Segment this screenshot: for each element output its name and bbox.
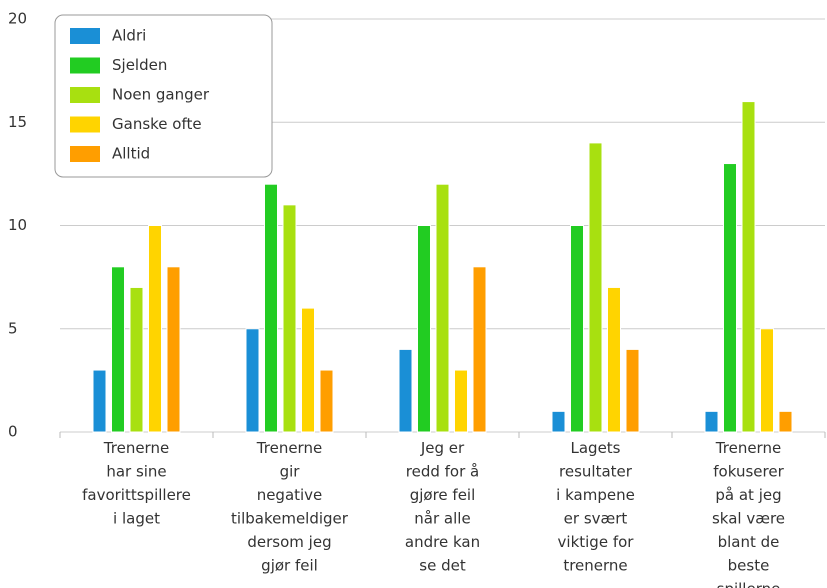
y-tick-label: 5	[8, 319, 18, 337]
legend-label: Noen ganger	[112, 86, 210, 104]
x-tick-label-line: Trenerne	[103, 439, 169, 457]
bar	[245, 328, 260, 433]
bar	[625, 348, 640, 433]
x-tick-label-line: fokuserer	[713, 462, 784, 480]
bar	[398, 348, 413, 433]
x-tick-label: Jeg er redd for å gjøre feil når alle andre …	[405, 439, 480, 575]
x-tick-label-line: Jeg er	[420, 439, 465, 457]
bar	[111, 266, 125, 433]
bar	[319, 369, 334, 433]
legend-label: Alltid	[112, 145, 150, 163]
legend-swatch	[70, 28, 100, 44]
x-tick-label-line: på at jeg	[715, 486, 781, 504]
bar	[741, 101, 756, 433]
legend-label: Aldri	[112, 27, 146, 45]
x-tick-label-line: når alle	[414, 509, 470, 527]
x-tick-label-line: Trenerne	[715, 439, 781, 457]
bar	[778, 410, 793, 433]
legend-swatch	[70, 87, 100, 103]
legend-label: Ganske ofte	[112, 115, 202, 133]
bar	[607, 286, 621, 433]
y-tick-label: 10	[8, 216, 27, 234]
bar	[282, 204, 297, 433]
bar	[588, 142, 603, 433]
bar	[570, 225, 584, 433]
x-tick-label-line: favorittspillere	[82, 486, 191, 504]
x-tick-label-line: Lagets	[571, 439, 621, 457]
bar	[760, 328, 774, 433]
x-tick-label-line: gjøre feil	[410, 486, 476, 504]
legend-swatch	[70, 146, 100, 162]
x-tick-label: Trenerne gir negative tilbakemeldiger dersom…	[231, 439, 349, 575]
bar	[166, 266, 181, 433]
y-tick-label: 15	[8, 113, 27, 131]
x-tick-label-line: andre kan	[405, 533, 480, 551]
x-tick-label-line: i kampene	[556, 486, 635, 504]
x-tick-label-line: i laget	[113, 509, 160, 527]
x-tick-label-line: beste	[728, 556, 770, 574]
x-tick-label-line: spillerne	[717, 580, 781, 588]
bar	[472, 266, 487, 433]
x-tick-label-line: Trenerne	[256, 439, 322, 457]
x-tick-label-line: skal være	[712, 509, 785, 527]
bar	[417, 225, 431, 433]
bar	[148, 225, 162, 433]
legend-label: Sjelden	[112, 56, 167, 74]
x-tick-label-line: negative	[257, 486, 323, 504]
y-tick-label: 0	[8, 423, 18, 441]
bar	[435, 183, 450, 433]
x-tick-label: Trenerne har sine favorittspillere i laget	[82, 439, 191, 528]
x-tick-label: Lagets resultater i kampene er svært viktige…	[556, 439, 635, 575]
legend	[54, 14, 273, 178]
bar	[723, 163, 737, 433]
bar	[704, 410, 719, 433]
bar	[301, 307, 315, 433]
x-tick-label: Trenerne fokuserer på at jeg skal være blant…	[712, 439, 785, 588]
x-tick-label-line: redd for å	[406, 462, 479, 480]
bar	[264, 183, 278, 433]
x-tick-label-line: se det	[419, 556, 466, 574]
x-tick-label-line: har sine	[106, 462, 166, 480]
x-tick-label-line: viktige for	[558, 533, 635, 551]
bar	[92, 369, 107, 433]
x-tick-label-line: er svært	[564, 509, 628, 527]
x-tick-label-line: dersom jeg	[247, 533, 331, 551]
x-tick-label-line: resultater	[559, 462, 633, 480]
x-tick-label-line: gir	[280, 462, 301, 480]
x-tick-label-line: trenerne	[563, 556, 627, 574]
bar	[129, 286, 144, 433]
bar	[551, 410, 566, 433]
legend-swatch	[70, 116, 100, 133]
x-tick-label-line: tilbakemeldiger	[231, 509, 349, 527]
legend-swatch	[70, 57, 100, 74]
x-tick-label-line: gjør feil	[261, 556, 318, 574]
y-tick-label: 20	[8, 10, 27, 28]
x-tick-label-line: blant de	[718, 533, 780, 551]
bar	[454, 369, 468, 433]
